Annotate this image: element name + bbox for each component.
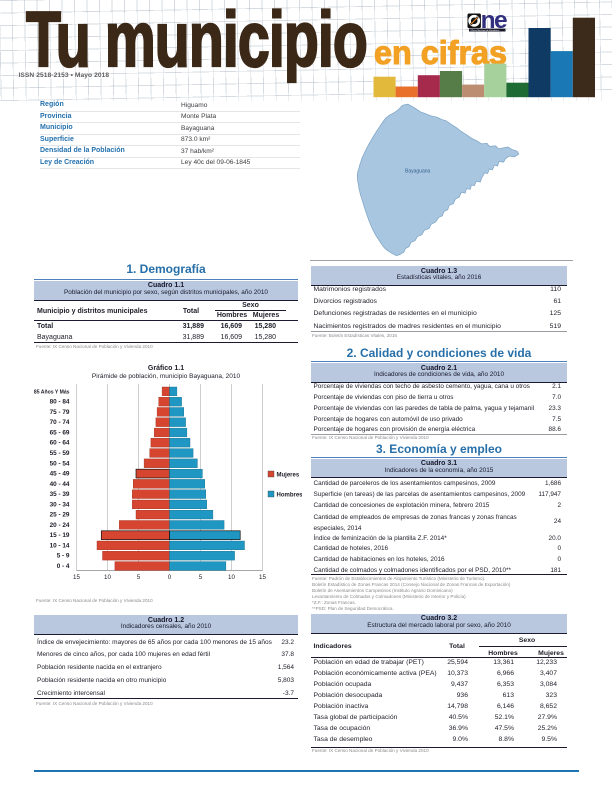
svg-text:35 - 39: 35 - 39 [50,491,70,498]
svg-text:75 - 79: 75 - 79 [50,409,70,416]
svg-text:10: 10 [228,574,235,581]
svg-text:30 - 34: 30 - 34 [50,501,70,508]
svg-text:0 - 4: 0 - 4 [57,563,70,570]
svg-text:15: 15 [259,574,266,581]
svg-text:Bayaguana: Bayaguana [405,169,431,175]
svg-text:ne: ne [481,12,507,33]
svg-text:5: 5 [199,574,203,581]
svg-text:Hombres: Hombres [277,493,303,499]
svg-text:15 - 19: 15 - 19 [50,532,70,539]
svg-text:85 Años Y Más: 85 Años Y Más [34,389,70,395]
svg-text:10: 10 [104,574,111,581]
svg-text:50 - 54: 50 - 54 [50,460,70,467]
svg-text:40 - 44: 40 - 44 [50,481,70,488]
svg-text:55 - 59: 55 - 59 [50,450,70,457]
svg-text:5: 5 [137,574,141,581]
svg-text:45 - 49: 45 - 49 [50,471,70,478]
svg-text:60 - 64: 60 - 64 [50,440,70,447]
svg-text:20 - 24: 20 - 24 [50,522,70,529]
svg-text:15: 15 [73,574,80,581]
svg-text:25 - 29: 25 - 29 [50,512,70,519]
svg-text:0: 0 [168,574,172,581]
svg-text:5 - 9: 5 - 9 [57,553,70,560]
svg-text:65 - 69: 65 - 69 [50,430,70,437]
svg-text:70 - 74: 70 - 74 [50,419,70,426]
svg-text:10 - 14: 10 - 14 [50,542,70,549]
svg-text:Mujeres: Mujeres [277,473,300,479]
svg-text:80 - 84: 80 - 84 [50,399,70,406]
svg-text:Oficina Nacional de Estadístic: Oficina Nacional de Estadística [471,29,501,32]
